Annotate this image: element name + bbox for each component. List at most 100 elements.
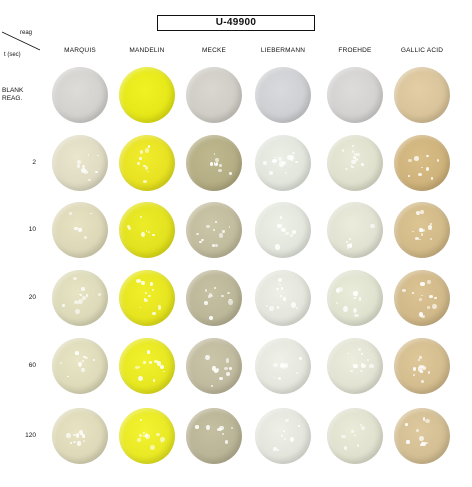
well-shading xyxy=(186,67,242,123)
powder-speckles xyxy=(119,408,175,464)
row-label-0: BLANK REAG. xyxy=(2,87,42,103)
speckle xyxy=(215,157,220,163)
speckle xyxy=(299,357,302,361)
speckle xyxy=(139,434,143,438)
speckle xyxy=(75,352,79,356)
powder-speckles xyxy=(255,135,311,191)
speckle xyxy=(81,164,86,168)
speckle xyxy=(72,277,77,280)
speckle xyxy=(229,172,233,175)
speckle xyxy=(65,432,71,439)
powder-speckles xyxy=(119,202,175,258)
speckle xyxy=(352,150,355,153)
speckle xyxy=(350,164,353,167)
speckle xyxy=(77,227,80,229)
speckle xyxy=(143,361,146,365)
speckle xyxy=(160,440,163,443)
speckle xyxy=(90,212,92,215)
speckle xyxy=(273,376,276,379)
speckle xyxy=(412,373,416,377)
speckle xyxy=(157,305,162,310)
speckle xyxy=(81,434,85,438)
speckle xyxy=(74,300,77,303)
speckle xyxy=(150,282,154,286)
speckle xyxy=(342,306,348,313)
speckle xyxy=(213,153,216,155)
speckle xyxy=(286,155,292,160)
speckle xyxy=(77,434,80,437)
speckle xyxy=(77,361,82,367)
speckle xyxy=(350,429,355,433)
speckle xyxy=(428,371,431,374)
well-shading xyxy=(394,408,450,464)
speckle xyxy=(355,158,359,162)
column-header-mecke: MECKE xyxy=(201,47,227,54)
speckle xyxy=(405,423,409,426)
speckle xyxy=(81,367,84,370)
speckle xyxy=(427,306,431,309)
speckle xyxy=(209,315,214,320)
well-gallic-acid-row-2 xyxy=(394,202,450,258)
speckle xyxy=(59,362,62,364)
speckle xyxy=(353,364,358,368)
row-label-1: 2 xyxy=(0,159,36,167)
speckle xyxy=(150,444,155,450)
speckle xyxy=(279,216,282,219)
speckle xyxy=(62,304,65,308)
speckle xyxy=(269,306,274,311)
diagonal-divider xyxy=(1,31,41,51)
speckle xyxy=(411,291,414,294)
powder-speckles xyxy=(255,408,311,464)
speckle xyxy=(222,432,225,435)
speckle xyxy=(199,240,202,244)
speckle xyxy=(280,227,286,232)
row-label-line1: 120 xyxy=(25,432,36,439)
speckle xyxy=(432,303,437,310)
speckle xyxy=(419,444,422,446)
well-shading xyxy=(255,202,311,258)
speckle xyxy=(295,307,299,310)
speckle xyxy=(78,364,81,367)
speckle xyxy=(140,216,143,218)
speckle xyxy=(421,441,426,447)
speckle xyxy=(283,367,285,370)
speckle xyxy=(206,224,210,229)
well-shading xyxy=(52,408,108,464)
speckle xyxy=(424,442,428,445)
speckle xyxy=(228,366,232,370)
speckle xyxy=(280,363,286,368)
speckle xyxy=(204,289,208,292)
speckle xyxy=(73,433,77,437)
speckle xyxy=(212,244,216,247)
well-mandelin-row-1 xyxy=(119,135,175,191)
speckle xyxy=(277,156,282,161)
well-shading xyxy=(52,67,108,123)
speckle xyxy=(419,435,424,442)
row-label-line1: BLANK xyxy=(2,87,24,94)
well-shading xyxy=(394,135,450,191)
speckle xyxy=(77,159,82,164)
speckle xyxy=(419,356,423,359)
well-liebermann-row-5 xyxy=(255,408,311,464)
speckle xyxy=(225,358,230,363)
speckle xyxy=(351,165,354,169)
speckle xyxy=(152,233,155,236)
speckle xyxy=(78,228,83,232)
speckle xyxy=(147,170,150,173)
well-froehde-row-5 xyxy=(327,408,383,464)
speckle xyxy=(272,159,278,163)
well-shading xyxy=(186,408,242,464)
speckle xyxy=(142,165,146,168)
speckle xyxy=(282,429,286,432)
speckle xyxy=(227,299,233,306)
speckle xyxy=(76,163,81,168)
well-shading xyxy=(327,270,383,326)
speckle xyxy=(294,160,298,164)
powder-speckles xyxy=(255,270,311,326)
time-axis-label: t (sec) xyxy=(4,52,21,58)
speckle xyxy=(351,159,356,164)
speckle xyxy=(278,283,281,286)
well-liebermann-row-3 xyxy=(255,270,311,326)
speckle xyxy=(78,293,81,296)
speckle xyxy=(213,162,216,165)
